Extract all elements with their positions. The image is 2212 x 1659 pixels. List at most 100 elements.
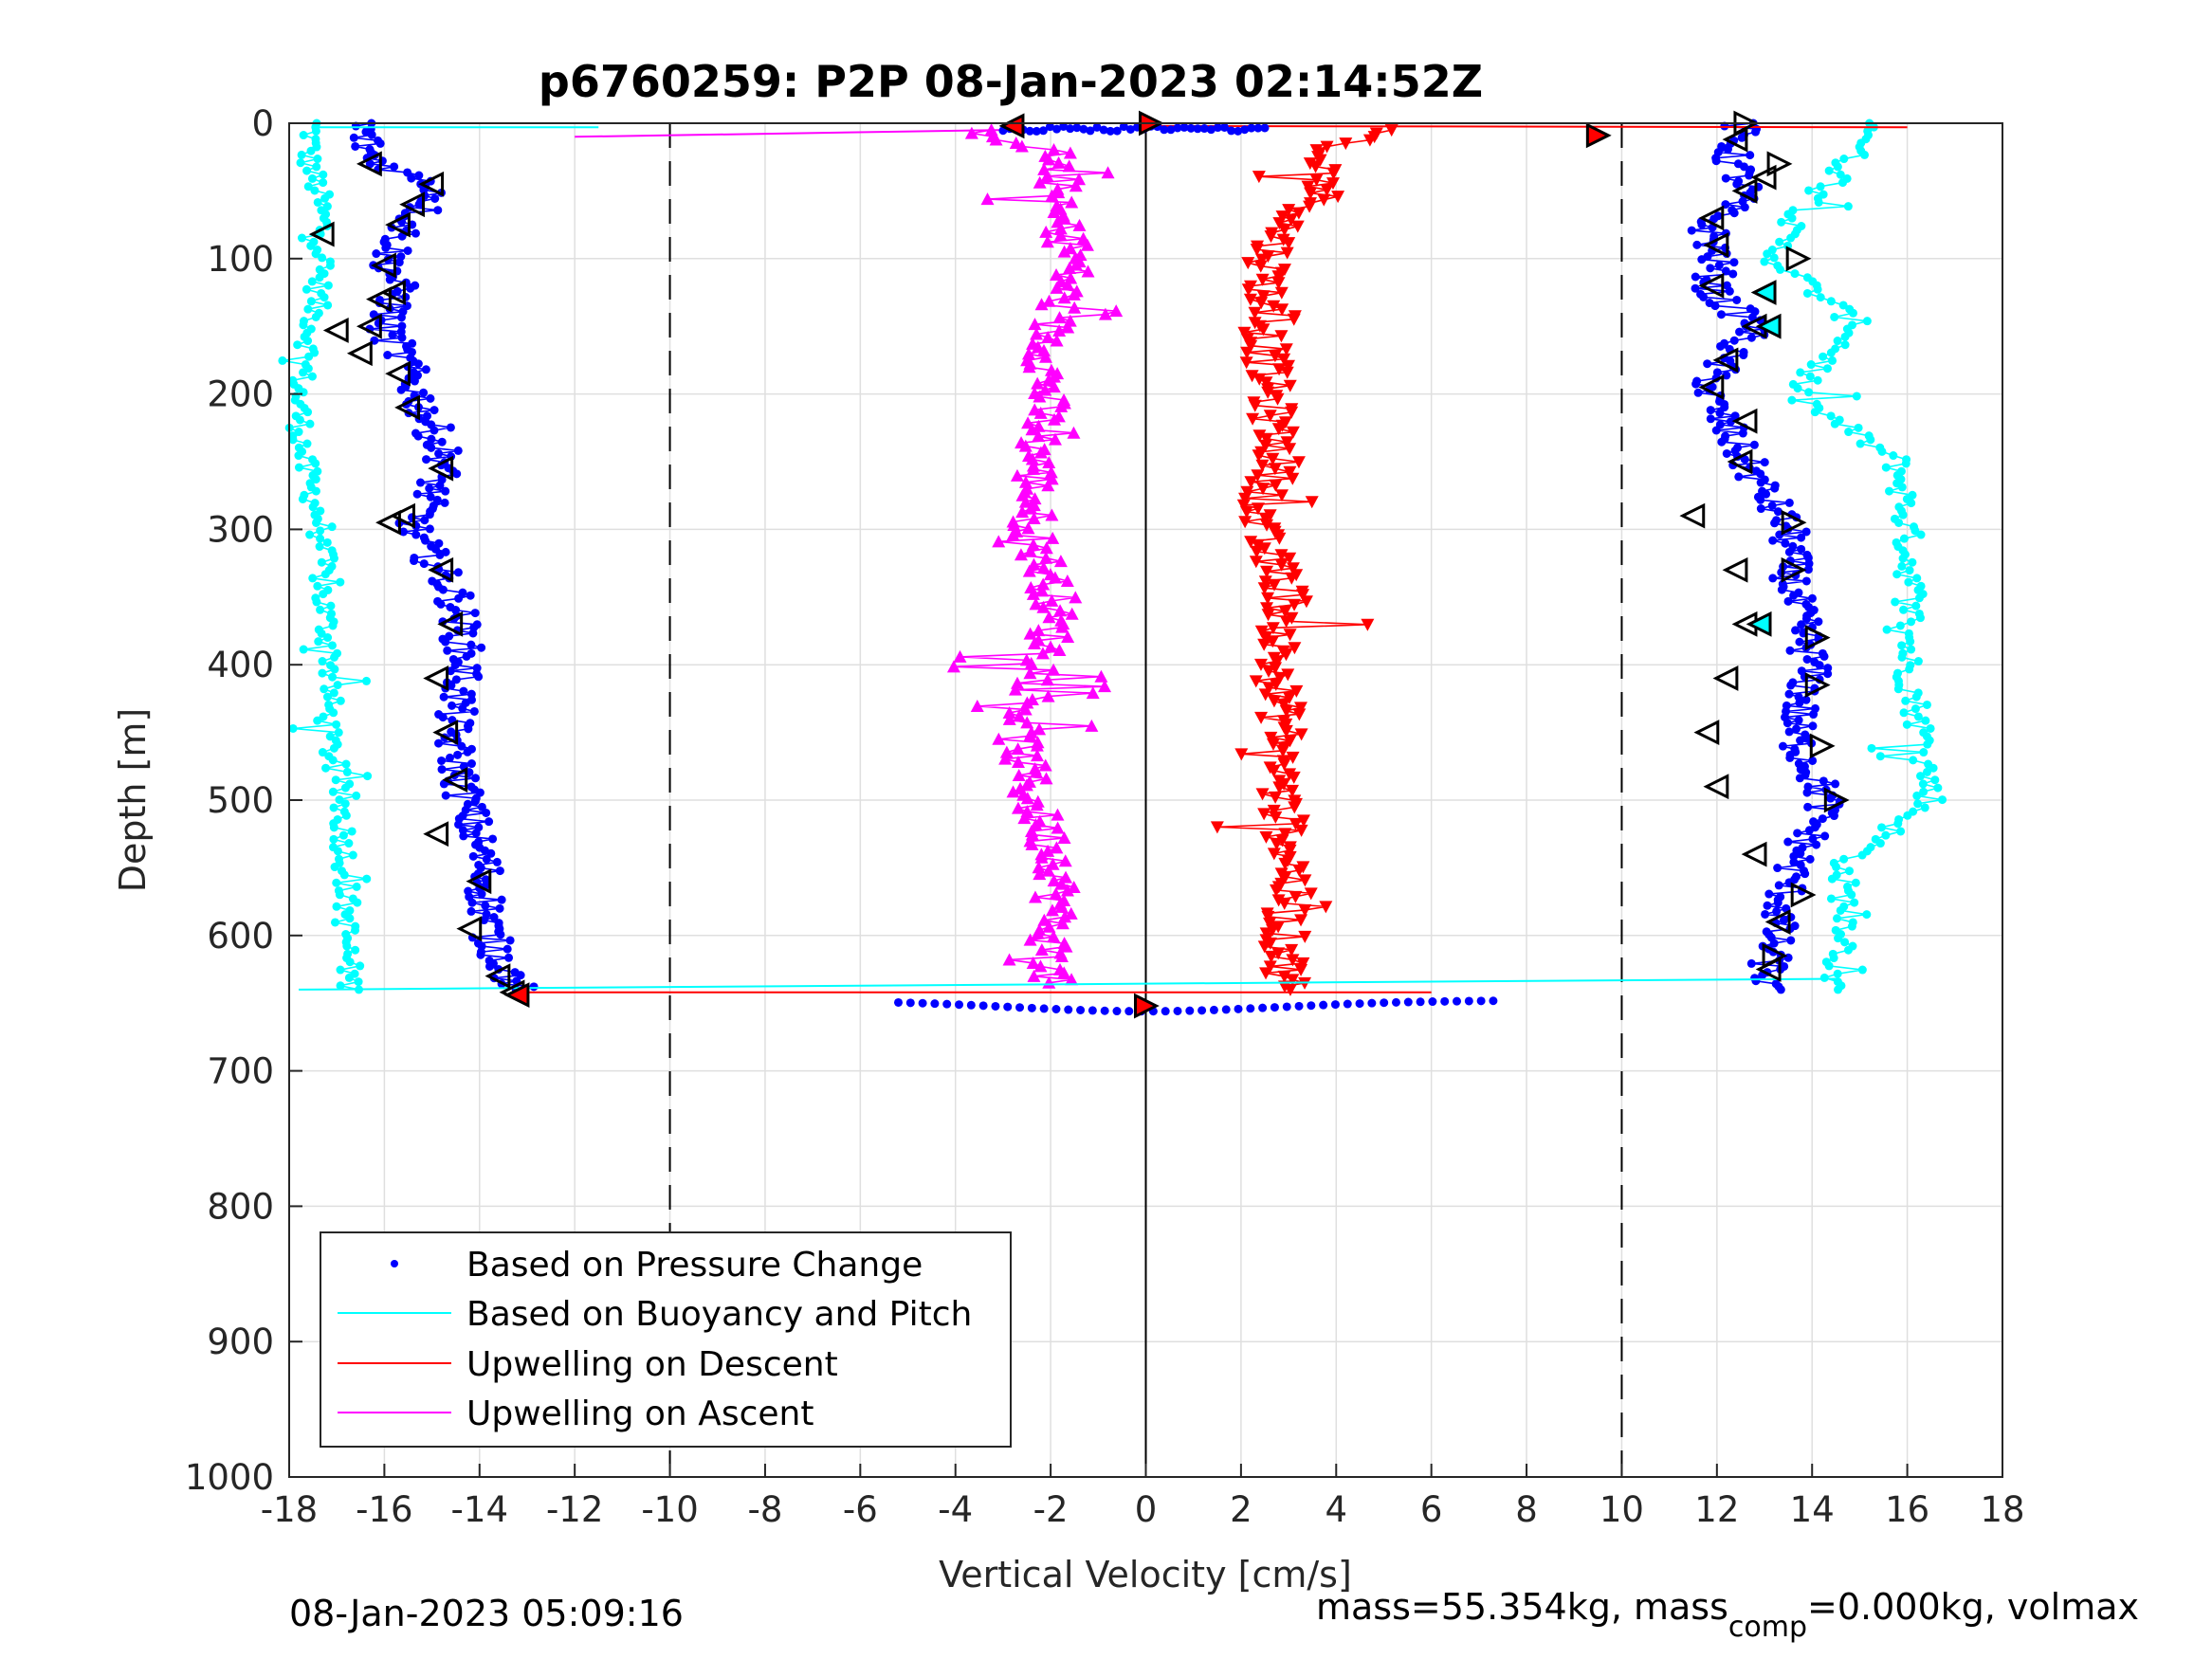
buoyancy-descent-point — [332, 902, 341, 911]
buoyancy-descent-point — [354, 977, 363, 987]
pressure-descent-point — [396, 313, 406, 322]
buoyancy-descent-point — [336, 965, 345, 975]
upwelling-ascent-point — [1040, 169, 1054, 182]
buoyancy-ascent-point — [1850, 898, 1859, 907]
pressure-surface-point — [1059, 121, 1069, 131]
upwelling-descent-point — [1320, 184, 1334, 197]
direction-marker — [385, 360, 411, 387]
upwelling-descent-point — [1258, 439, 1272, 452]
pressure-descent-point — [414, 171, 424, 180]
buoyancy-ascent-point — [1923, 739, 1932, 749]
direction-marker — [1727, 448, 1753, 475]
pressure-descent-point — [463, 747, 472, 757]
pressure-surface-point — [1086, 126, 1095, 136]
pressure-ascent-point — [1703, 359, 1712, 369]
pressure-descent-point — [438, 713, 448, 722]
pressure-descent-point — [489, 913, 499, 922]
upwelling-ascent-point — [1024, 501, 1038, 515]
upwelling-descent-point — [1284, 213, 1298, 227]
direction-marker — [503, 982, 530, 1009]
upwelling-ascent-point — [1039, 772, 1053, 785]
buoyancy-descent-point — [329, 688, 338, 698]
pressure-surface-point — [1125, 124, 1135, 134]
pressure-ascent-point — [1706, 414, 1715, 424]
upwelling-descent-point — [1250, 244, 1264, 257]
pressure-ascent-point — [1739, 162, 1748, 172]
upwelling-ascent-point — [1041, 330, 1055, 343]
buoyancy-ascent-point — [1892, 570, 1902, 579]
pressure-ascent-point — [1717, 437, 1727, 447]
upwelling-descent-point — [1271, 277, 1286, 290]
upwelling-ascent-point — [1060, 574, 1074, 588]
buoyancy-descent-point — [294, 463, 303, 472]
pressure-ascent-point — [1720, 403, 1729, 412]
pressure-ascent-point — [1794, 716, 1803, 725]
pressure-descent-point — [383, 351, 393, 360]
x-tick-label: -8 — [747, 1489, 782, 1530]
upwelling-descent-point — [1283, 983, 1297, 996]
direction-marker — [1741, 841, 1767, 867]
pressure-bottom-point — [942, 999, 952, 1009]
direction-marker — [1722, 556, 1748, 583]
upwelling-descent-point — [1269, 662, 1283, 675]
pressure-ascent-point — [1732, 295, 1742, 304]
direction-marker — [308, 221, 335, 247]
direction-marker — [394, 394, 420, 421]
pressure-ascent-point — [1706, 264, 1715, 273]
upwelling-ascent-point — [1058, 854, 1072, 867]
buoyancy-descent-point — [311, 518, 320, 527]
buoyancy-ascent-point — [1875, 839, 1885, 848]
upwelling-descent-point — [1267, 300, 1281, 313]
upwelling-descent-point — [1249, 556, 1263, 569]
buoyancy-descent-point — [307, 372, 317, 381]
upwelling-ascent-point — [999, 745, 1014, 758]
buoyancy-descent-point — [294, 451, 303, 461]
upwelling-ascent-point — [946, 660, 960, 673]
pressure-ascent-point — [1756, 504, 1765, 514]
pressure-ascent-point — [1737, 133, 1746, 142]
upwelling-descent-point — [1298, 930, 1312, 943]
pressure-descent-point — [484, 961, 494, 971]
buoyancy-descent-point — [332, 878, 341, 887]
pressure-ascent-point — [1769, 939, 1779, 948]
pressure-descent-point — [450, 661, 460, 670]
pressure-descent-point — [435, 550, 445, 559]
direction-marker — [428, 556, 454, 583]
pressure-descent-point — [441, 486, 450, 496]
pressure-surface-point — [1106, 126, 1115, 136]
upwelling-ascent-point — [1054, 399, 1069, 412]
buoyancy-descent-point — [335, 890, 344, 900]
upwelling-descent-point — [1285, 406, 1299, 419]
upwelling-descent-point — [1277, 353, 1291, 366]
upwelling-descent-point — [1280, 366, 1294, 379]
pressure-descent-point — [471, 829, 481, 838]
upwelling-ascent-point — [1033, 390, 1047, 403]
buoyancy-ascent-point — [1910, 704, 1920, 714]
upwelling-ascent-point — [1045, 508, 1059, 521]
pressure-descent-point — [412, 489, 422, 499]
upwelling-ascent-point — [1033, 406, 1048, 419]
pressure-ascent-point — [1763, 901, 1772, 910]
y-tick-label: 600 — [207, 916, 274, 957]
direction-marker — [1698, 205, 1725, 231]
pressure-ascent-point — [1716, 310, 1726, 319]
buoyancy-ascent-point — [1905, 566, 1914, 575]
upwelling-ascent-point — [1033, 959, 1048, 973]
upwelling-ascent-point — [1044, 465, 1058, 479]
upwelling-descent-point — [1239, 505, 1253, 519]
pressure-ascent-point — [1726, 417, 1735, 427]
pressure-ascent-point — [1801, 527, 1811, 537]
direction-marker — [380, 280, 406, 305]
upwelling-ascent-point — [1041, 479, 1055, 492]
upwelling-descent-point — [1277, 224, 1291, 237]
upwelling-descent-point — [1254, 711, 1269, 724]
upwelling-ascent-point — [1018, 495, 1033, 508]
upwelling-ascent-point — [1030, 738, 1044, 752]
upwelling-descent-point — [1286, 472, 1300, 485]
pressure-descent-point — [435, 481, 445, 490]
buoyancy-ascent-point — [1844, 428, 1854, 437]
buoyancy-ascent-point — [1805, 372, 1815, 381]
direction-marker — [428, 455, 454, 482]
upwelling-descent-point — [1294, 914, 1308, 927]
buoyancy-ascent-point — [1826, 348, 1836, 357]
